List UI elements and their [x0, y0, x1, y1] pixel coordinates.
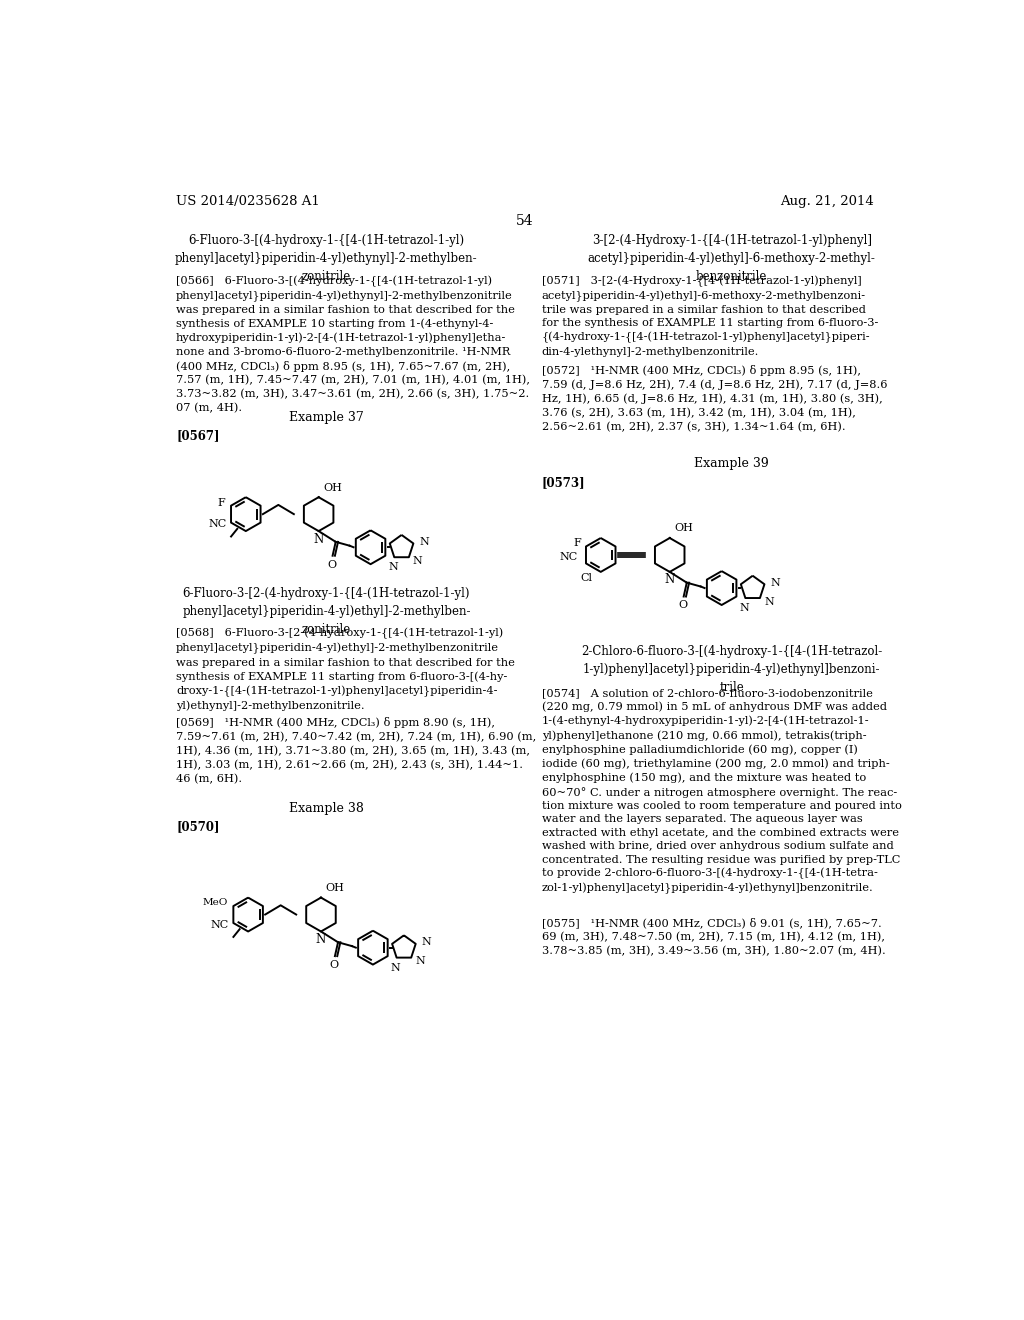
Text: [0568]   6-Fluoro-3-[2-(4-hydroxy-1-{[4-(1H-tetrazol-1-yl)
phenyl]acetyl}piperid: [0568] 6-Fluoro-3-[2-(4-hydroxy-1-{[4-(1…: [176, 628, 515, 711]
Text: N: N: [416, 957, 425, 966]
Text: N: N: [770, 578, 780, 587]
Text: NC: NC: [209, 519, 226, 529]
Text: US 2014/0235628 A1: US 2014/0235628 A1: [176, 195, 319, 209]
Text: O: O: [328, 560, 337, 569]
Text: N: N: [764, 597, 774, 607]
Text: N: N: [413, 556, 423, 566]
Text: [0571]   3-[2-(4-Hydroxy-1-{[4-(1H-tetrazol-1-yl)phenyl]
acetyl}piperidin-4-yl)e: [0571] 3-[2-(4-Hydroxy-1-{[4-(1H-tetrazo…: [542, 276, 879, 356]
Text: F: F: [217, 498, 225, 508]
Text: 3-[2-(4-Hydroxy-1-{[4-(1H-tetrazol-1-yl)phenyl]
acetyl}piperidin-4-yl)ethyl]-6-m: 3-[2-(4-Hydroxy-1-{[4-(1H-tetrazol-1-yl)…: [588, 234, 876, 282]
Text: Example 37: Example 37: [289, 411, 364, 424]
Text: [0574]   A solution of 2-chloro-6-fluoro-3-iodobenzonitrile
(220 mg, 0.79 mmol) : [0574] A solution of 2-chloro-6-fluoro-3…: [542, 688, 902, 895]
Text: N: N: [313, 533, 324, 545]
Text: OH: OH: [326, 883, 344, 892]
Text: 2-Chloro-6-fluoro-3-[(4-hydroxy-1-{[4-(1H-tetrazol-
1-yl)phenyl]acetyl}piperidin: 2-Chloro-6-fluoro-3-[(4-hydroxy-1-{[4-(1…: [581, 645, 883, 694]
Text: 6-Fluoro-3-[(4-hydroxy-1-{[4-(1H-tetrazol-1-yl)
phenyl]acetyl}piperidin-4-yl)eth: 6-Fluoro-3-[(4-hydroxy-1-{[4-(1H-tetrazo…: [175, 234, 478, 282]
Text: Example 38: Example 38: [289, 803, 364, 816]
Text: N: N: [665, 573, 675, 586]
Text: O: O: [678, 601, 687, 610]
Text: OH: OH: [675, 524, 693, 533]
Text: NC: NC: [211, 920, 229, 929]
Text: N: N: [315, 933, 326, 946]
Text: N: N: [388, 562, 398, 572]
Text: N: N: [419, 537, 429, 546]
Text: Cl: Cl: [581, 573, 593, 583]
Text: [0575]   ¹H-NMR (400 MHz, CDCl₃) δ 9.01 (s, 1H), 7.65~7.
69 (m, 3H), 7.48~7.50 (: [0575] ¹H-NMR (400 MHz, CDCl₃) δ 9.01 (s…: [542, 917, 886, 956]
Text: [0573]: [0573]: [542, 475, 586, 488]
Text: 54: 54: [516, 214, 534, 228]
Text: O: O: [330, 960, 339, 970]
Text: OH: OH: [324, 483, 342, 492]
Text: [0567]: [0567]: [176, 429, 219, 442]
Text: N: N: [422, 937, 431, 948]
Text: [0570]: [0570]: [176, 821, 219, 834]
Text: Example 39: Example 39: [694, 457, 769, 470]
Text: 6-Fluoro-3-[2-(4-hydroxy-1-{[4-(1H-tetrazol-1-yl)
phenyl]acetyl}piperidin-4-yl)e: 6-Fluoro-3-[2-(4-hydroxy-1-{[4-(1H-tetra…: [182, 587, 471, 636]
Text: [0566]   6-Fluoro-3-[(4-hydroxy-1-{[4-(1H-tetrazol-1-yl)
phenyl]acetyl}piperidin: [0566] 6-Fluoro-3-[(4-hydroxy-1-{[4-(1H-…: [176, 276, 530, 413]
Text: MeO: MeO: [202, 899, 227, 907]
Text: [0572]   ¹H-NMR (400 MHz, CDCl₃) δ ppm 8.95 (s, 1H),
7.59 (d, J=8.6 Hz, 2H), 7.4: [0572] ¹H-NMR (400 MHz, CDCl₃) δ ppm 8.9…: [542, 364, 888, 432]
Text: Aug. 21, 2014: Aug. 21, 2014: [780, 195, 873, 209]
Text: N: N: [390, 962, 400, 973]
Text: N: N: [739, 603, 749, 612]
Text: [0569]   ¹H-NMR (400 MHz, CDCl₃) δ ppm 8.90 (s, 1H),
7.59~7.61 (m, 2H), 7.40~7.4: [0569] ¹H-NMR (400 MHz, CDCl₃) δ ppm 8.9…: [176, 718, 537, 784]
Text: F: F: [573, 539, 581, 548]
Text: NC: NC: [560, 552, 579, 562]
